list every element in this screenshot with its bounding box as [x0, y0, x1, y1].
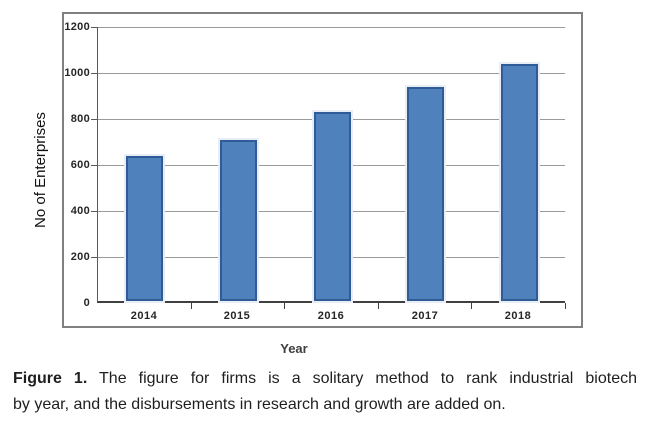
y-axis-tick-800	[91, 119, 98, 120]
gridline-1200	[98, 27, 565, 28]
caption-line-1-text: The figure for firms is a solitary metho…	[87, 370, 637, 387]
x-axis-tick-1	[191, 303, 192, 309]
caption-line-2: by year, and the disbursements in resear…	[13, 396, 506, 413]
x-axis-tick-3	[378, 303, 379, 309]
x-axis-title: Year	[280, 341, 308, 356]
y-tick-label-1000: 1000	[64, 67, 90, 79]
gridline-1000	[98, 73, 565, 74]
y-tick-label-1200: 1200	[64, 21, 90, 33]
x-tick-label-2014: 2014	[130, 310, 158, 322]
x-tick-label-2016: 2016	[317, 310, 345, 322]
x-axis-tick-5	[565, 303, 566, 309]
y-tick-label-400: 400	[70, 205, 90, 217]
y-axis-tick-200	[91, 257, 98, 258]
y-tick-label-0: 0	[83, 297, 90, 309]
y-axis-tick-1000	[91, 73, 98, 74]
caption-line-1: Figure 1. The figure for firms is a soli…	[13, 366, 637, 392]
y-tick-label-600: 600	[70, 159, 90, 171]
x-tick-label-2017: 2017	[411, 310, 439, 322]
x-tick-label-2015: 2015	[223, 310, 251, 322]
bar-2014	[126, 156, 163, 301]
y-axis-title: No of Enterprises	[32, 112, 49, 228]
caption-figure-label: Figure 1.	[13, 370, 88, 387]
plot-area	[91, 27, 565, 303]
x-axis-tick-4	[471, 303, 472, 309]
y-axis-tick-1200	[91, 27, 98, 28]
bar-2018	[501, 64, 538, 301]
bar-2015	[220, 140, 257, 301]
y-axis-tick-600	[91, 165, 98, 166]
x-tick-label-2018: 2018	[504, 310, 532, 322]
y-axis-tick-400	[91, 211, 98, 212]
bar-2016	[314, 112, 351, 301]
bar-2017	[407, 87, 444, 301]
x-axis-tick-2	[284, 303, 285, 309]
y-tick-label-800: 800	[70, 113, 90, 125]
figure-caption: Figure 1. The figure for firms is a soli…	[13, 366, 637, 418]
y-tick-label-200: 200	[70, 251, 90, 263]
